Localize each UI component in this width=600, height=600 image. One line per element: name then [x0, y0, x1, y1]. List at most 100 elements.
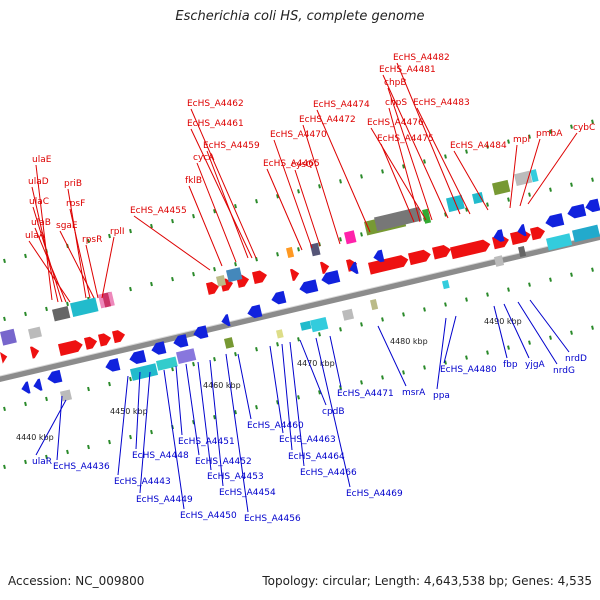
gene-label-line	[517, 301, 558, 365]
gene-box	[514, 170, 533, 187]
gene-label-line	[117, 375, 129, 476]
gene-label: EcHS_A4470	[270, 130, 327, 140]
gene-arrow	[567, 203, 587, 219]
gene-arrow	[320, 261, 330, 274]
gene-box	[310, 242, 321, 257]
tick-dot	[591, 177, 594, 182]
tick-dot	[234, 262, 237, 267]
gene-label-line	[377, 325, 407, 387]
gene-label-line	[163, 369, 185, 510]
gene-arrow	[58, 340, 83, 356]
gene-label: EcHS_A4481	[379, 65, 436, 75]
gene-label-line	[196, 162, 237, 263]
gene-label-line	[315, 337, 351, 488]
tick-dot	[129, 228, 132, 234]
gene-box	[518, 246, 527, 258]
tick-dot	[255, 347, 258, 352]
tick-dot	[339, 237, 342, 242]
gene-label-line	[493, 305, 508, 359]
tick-dot	[171, 218, 174, 224]
gene-box	[471, 191, 485, 205]
gene-box	[530, 169, 539, 183]
gene-arrow	[151, 341, 167, 355]
gene-box	[101, 292, 112, 308]
gene-arrow	[585, 198, 600, 213]
tick-dot	[108, 233, 111, 239]
gene-label-line	[175, 365, 183, 436]
gene-label-line	[503, 303, 530, 359]
tick-dot	[528, 282, 531, 287]
gene-label-line	[453, 150, 489, 211]
gene-label: ulaA	[25, 231, 46, 241]
gene-label: nrdD	[565, 354, 587, 364]
tick-dot	[360, 232, 363, 237]
gene-label-line	[316, 109, 371, 233]
gene-label: EcHS_A4450	[180, 511, 237, 521]
gene-label-line	[529, 299, 570, 353]
gene-label-line	[302, 124, 341, 245]
gene-arrow	[299, 279, 319, 294]
gene-arrow	[368, 255, 409, 275]
tick-dot	[570, 124, 573, 129]
tick-dot	[297, 247, 300, 252]
tick-dot	[549, 129, 552, 134]
gene-label-line	[281, 343, 293, 451]
tick-dot	[24, 311, 27, 317]
tick-dot	[486, 350, 489, 355]
gene-arrow	[129, 350, 147, 365]
genome-title: Escherichia coli HS, complete genome	[175, 9, 425, 24]
gene-label-line	[206, 150, 249, 259]
gene-label: fklB	[185, 176, 202, 186]
gene-label-line	[135, 371, 141, 450]
label-lines	[28, 62, 578, 513]
gene-label: EcHS_A4472	[299, 115, 356, 125]
gene-label: ulaC	[29, 197, 49, 207]
gene-arrow	[493, 229, 505, 242]
tick-dot	[276, 342, 279, 347]
gene-label: ppa	[433, 391, 450, 401]
tick-dot	[213, 267, 216, 272]
gene-label-line	[185, 363, 200, 456]
gene-label-line	[388, 107, 421, 223]
tick-dot	[549, 187, 552, 192]
gene-label: mpl	[513, 135, 530, 145]
gene-label: EcHS_A4482	[393, 53, 450, 63]
tick-dot	[3, 406, 6, 412]
gene-label: EcHS_A4454	[219, 488, 276, 498]
gene-label: nrdG	[553, 366, 575, 376]
tick-dot	[45, 306, 48, 312]
gene-label-line	[197, 361, 212, 471]
gene-box	[52, 306, 71, 322]
tick-dot	[591, 325, 594, 330]
gene-label: EcHS_A4448	[132, 451, 189, 461]
gene-arrow	[173, 334, 189, 348]
tick-dot	[297, 337, 300, 342]
gene-arrow	[47, 369, 63, 384]
tick-dot	[549, 277, 552, 282]
tick-label: 4440 kbp	[16, 433, 54, 442]
gene-label-line	[190, 108, 257, 259]
gene-label-line	[299, 339, 327, 406]
gene-arrow	[247, 304, 263, 319]
tick-dot	[570, 182, 573, 187]
gene-arrow	[221, 314, 231, 327]
tick-dot	[507, 197, 510, 202]
tick-dot	[66, 301, 69, 307]
tick-dot	[234, 352, 237, 357]
gene-label-line	[527, 132, 578, 205]
tick-dot	[465, 149, 468, 154]
gene-label-line	[380, 143, 415, 223]
gene-box	[344, 230, 357, 245]
gene-box	[176, 348, 197, 365]
gene-label-line	[396, 62, 461, 215]
tick-dot	[108, 439, 111, 445]
gene-label-line	[67, 188, 87, 299]
gene-label-line	[237, 353, 252, 420]
tick-dot	[24, 459, 27, 465]
gene-box	[286, 246, 295, 259]
tick-dot	[87, 386, 90, 392]
gene-box	[491, 179, 511, 196]
gene-label: EcHS_A4459	[203, 141, 260, 151]
tick-dot	[171, 366, 174, 372]
